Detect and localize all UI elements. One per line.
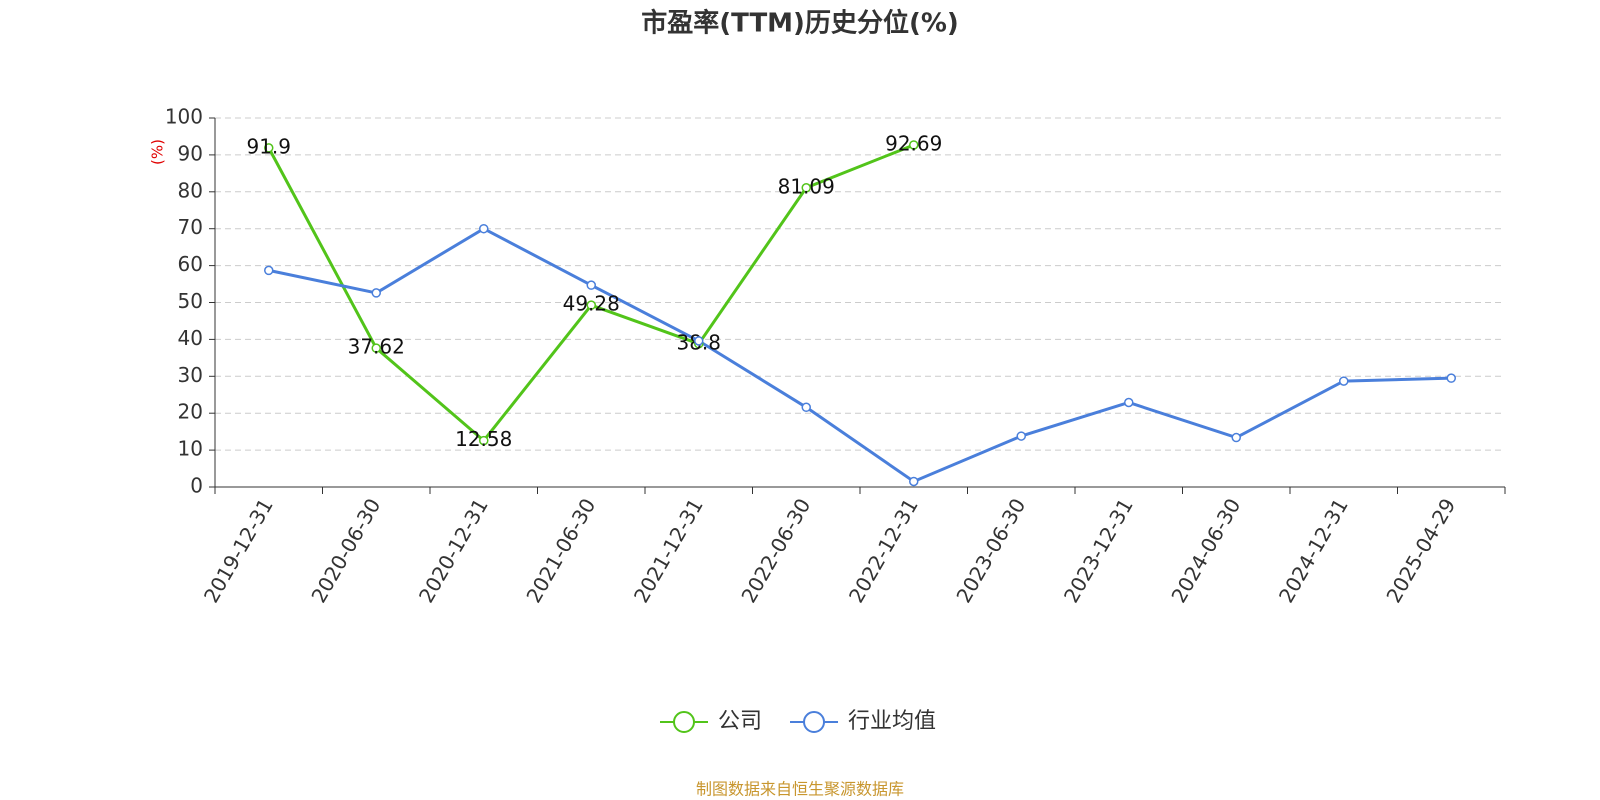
legend: 公司 行业均值 — [660, 709, 936, 734]
data-point — [1339, 376, 1349, 386]
legend-marker — [673, 711, 695, 733]
data-point — [264, 143, 274, 153]
x-tick-label: 2021-12-31 — [629, 494, 708, 607]
data-label: 92.69 — [885, 131, 942, 155]
data-point — [586, 280, 596, 290]
data-point — [801, 183, 811, 193]
data-point — [909, 140, 919, 150]
y-tick-label: 10 — [178, 437, 203, 461]
y-tick-label: 0 — [190, 474, 203, 498]
data-point — [1016, 431, 1026, 441]
x-tick-label: 2022-06-30 — [736, 494, 815, 607]
x-tick-label: 2023-06-30 — [951, 494, 1030, 607]
y-tick-label: 50 — [178, 289, 203, 313]
source-note: 制图数据来自恒生聚源数据库 — [696, 780, 904, 799]
legend-marker — [803, 711, 826, 733]
y-tick-label: 20 — [178, 400, 203, 424]
x-tick-label: 2024-06-30 — [1166, 494, 1245, 607]
data-point — [479, 435, 489, 446]
x-tick-label: 2025-04-29 — [1381, 494, 1460, 607]
y-tick-label: 70 — [178, 215, 203, 239]
x-tick-label: 2021-06-30 — [521, 494, 600, 607]
y-tick-label: 100 — [165, 105, 203, 129]
y-tick-label: 90 — [178, 141, 203, 165]
series-line — [268, 226, 1452, 484]
x-tick-label: 2024-12-31 — [1274, 494, 1353, 607]
data-point — [1231, 432, 1241, 443]
y-tick-label: 40 — [178, 326, 203, 350]
data-point — [586, 300, 596, 310]
data-label: 12.58 — [455, 427, 512, 451]
chart-title: 市盈率(TTM)历史分位(%) — [641, 8, 959, 39]
data-point — [371, 288, 381, 298]
legend-label: 行业均值 — [848, 709, 936, 734]
y-axis-label: (%) — [149, 139, 167, 165]
data-label: 81.09 — [778, 174, 835, 198]
data-point — [479, 223, 489, 234]
x-tick-label: 2019-12-31 — [199, 494, 278, 607]
y-tick-label: 30 — [178, 363, 203, 387]
x-tick-label: 2020-12-31 — [414, 494, 493, 607]
x-tick-label: 2020-06-30 — [306, 494, 385, 607]
data-point — [371, 343, 381, 353]
data-point — [694, 336, 704, 346]
data-point — [909, 476, 919, 487]
data-label: 37.62 — [348, 335, 405, 359]
x-tick-label: 2023-12-31 — [1059, 494, 1138, 607]
y-tick-label: 60 — [178, 252, 203, 276]
data-label: 91.9 — [246, 134, 291, 158]
y-tick-label: 80 — [178, 178, 203, 202]
data-point — [801, 402, 811, 413]
data-point — [1446, 373, 1456, 383]
x-tick-label: 2022-12-31 — [844, 494, 923, 607]
data-point — [1124, 397, 1134, 408]
data-label: 49.28 — [563, 292, 620, 316]
legend-label: 公司 — [718, 709, 762, 734]
data-point — [264, 265, 274, 276]
